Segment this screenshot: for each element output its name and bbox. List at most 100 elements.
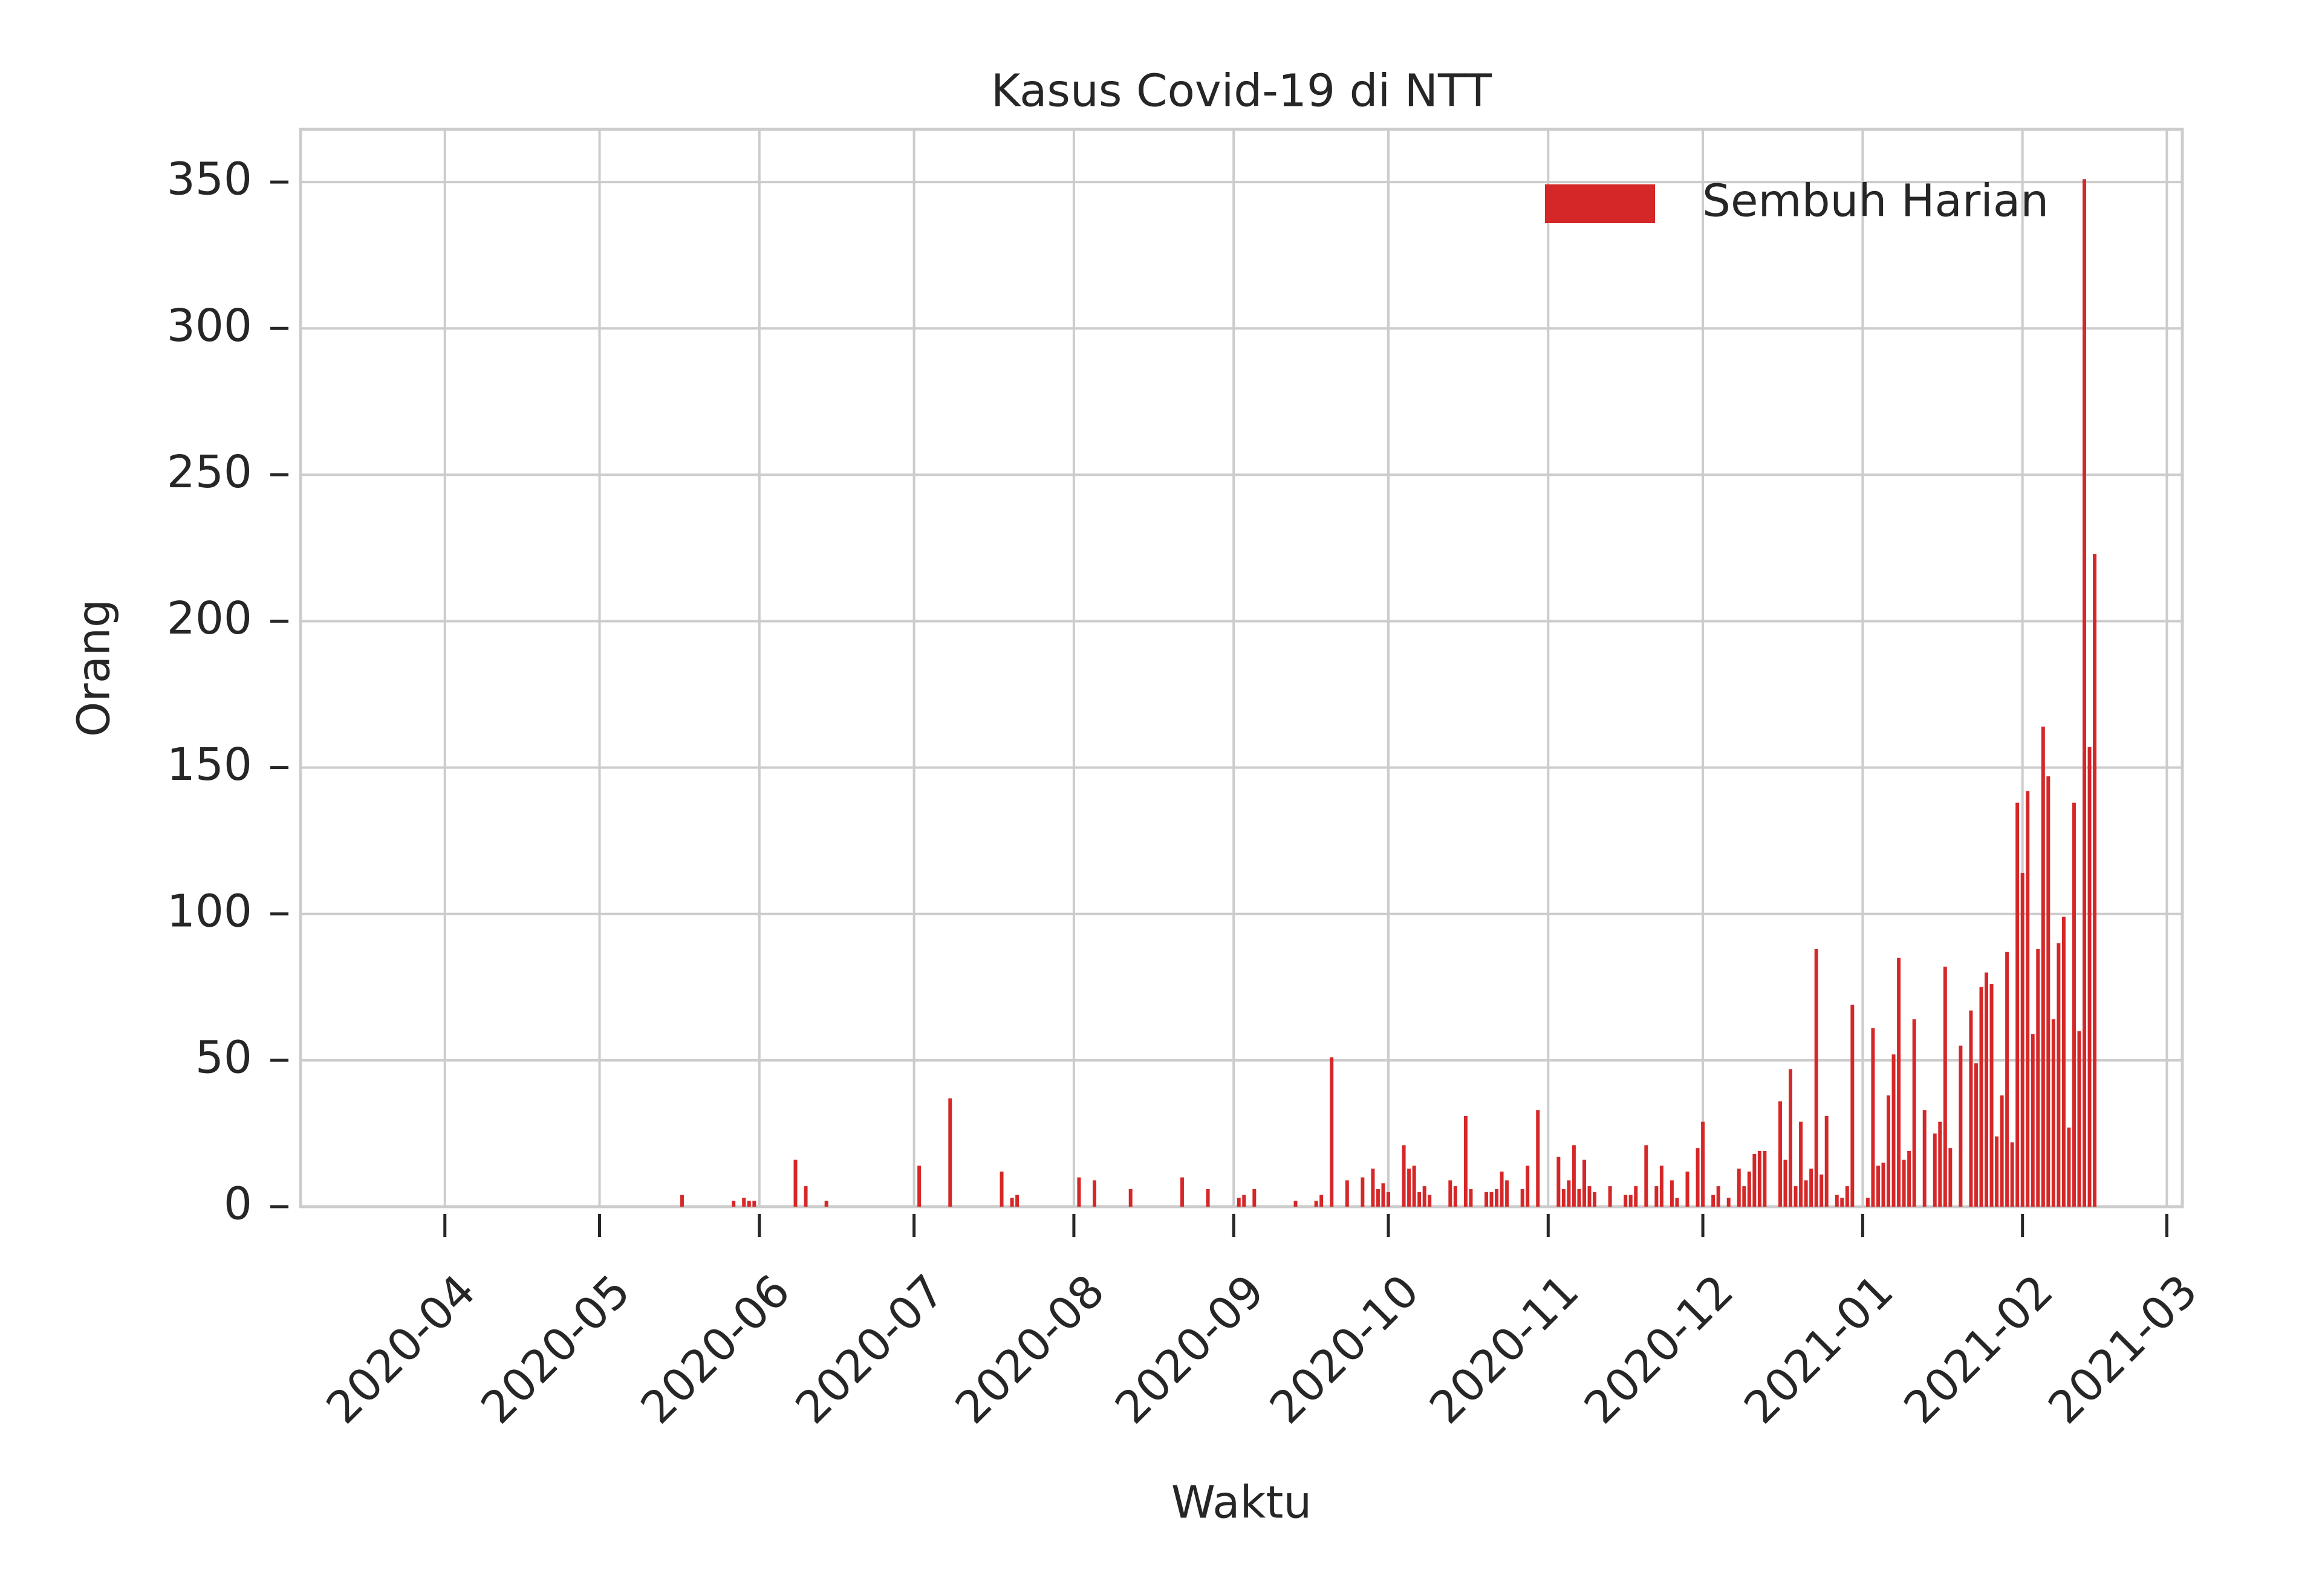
bar [1593,1192,1597,1207]
bar [1711,1195,1715,1207]
bar [1015,1195,1020,1207]
bar [1582,1160,1586,1207]
bar [1763,1150,1767,1207]
bar [1685,1171,1689,1207]
bar [2057,943,2061,1207]
bar [1469,1189,1473,1207]
bar [1933,1133,1937,1207]
bar [1407,1169,1411,1207]
bar [1840,1198,1844,1207]
bar [1376,1189,1380,1207]
bar [948,1098,952,1207]
bar [1428,1195,1432,1207]
bar [1556,1156,1561,1207]
bar [1814,949,1818,1207]
bar [1077,1177,1081,1207]
bar [1624,1195,1628,1207]
bar [1644,1145,1648,1207]
bar [1670,1180,1674,1207]
bar [1850,1004,1855,1207]
bar [1654,1186,1659,1207]
bar [1093,1180,1096,1207]
bar [2041,726,2045,1207]
bar [2031,1034,2035,1207]
bar [1809,1169,1813,1207]
bar [1675,1198,1679,1207]
bar [1608,1186,1612,1207]
y-tick-label: 250 [167,446,252,498]
bar [2026,791,2030,1207]
bar [2093,554,2097,1207]
y-tick-label: 150 [167,739,252,791]
bar [1361,1177,1365,1207]
bar [1495,1189,1499,1207]
y-tick-label: 0 [224,1178,252,1230]
bar [1716,1186,1720,1207]
bar [1463,1115,1468,1207]
bar [1799,1121,1803,1207]
bar [1948,1148,1953,1207]
chart-title: Kasus Covid-19 di NTT [991,65,1492,117]
bar [1778,1101,1782,1207]
bar [732,1201,736,1207]
bar [1330,1057,1334,1207]
bar [1381,1183,1385,1207]
bar [2000,1095,2004,1207]
bar [1701,1121,1705,1207]
bar [1128,1189,1133,1207]
bar [1489,1192,1494,1207]
bar [1659,1166,1663,1207]
bar [680,1195,684,1207]
bar [742,1198,746,1207]
bar [824,1201,828,1207]
bar [1505,1180,1509,1207]
bar [2067,1127,2071,1207]
bar [1314,1201,1318,1207]
bar [2036,949,2040,1207]
bar [1989,984,1994,1207]
bar [1572,1145,1576,1207]
bar [1897,958,1901,1207]
bar [1912,1019,1916,1207]
bar [1567,1180,1571,1207]
bar [1536,1110,1540,1207]
y-tick-label: 350 [167,154,252,206]
bar [1943,966,1947,1207]
bar [2005,952,2009,1207]
bar [1881,1163,1885,1207]
bar [1422,1186,1426,1207]
bar [1180,1177,1184,1207]
bar [1448,1180,1452,1207]
bar [1242,1195,1246,1207]
bar [804,1186,808,1207]
y-axis-label: Orang [68,599,120,737]
bar [1010,1198,1014,1207]
bar [2051,1019,2055,1207]
bar [1520,1189,1524,1207]
bar [1561,1189,1566,1207]
bar [1485,1192,1488,1207]
bar [1938,1121,1942,1207]
bar [2083,179,2086,1207]
bar [1737,1169,1741,1207]
bar [1871,1028,1875,1207]
bar [1995,1136,1999,1207]
bar [1587,1186,1592,1207]
bar [1526,1166,1530,1207]
bar [1696,1148,1700,1207]
bar [1783,1160,1787,1207]
bar [1902,1160,1906,1207]
bar [2061,916,2066,1207]
y-tick-label: 50 [195,1031,252,1083]
bar [1206,1189,1210,1207]
bar [1757,1150,1761,1207]
bar [1887,1095,1891,1207]
bar [1845,1186,1849,1207]
bar [2087,747,2092,1207]
bar [1824,1115,1829,1207]
y-tick-label: 200 [167,592,252,644]
bar [1500,1171,1504,1207]
bar [1747,1171,1751,1207]
bar [1979,987,1983,1207]
